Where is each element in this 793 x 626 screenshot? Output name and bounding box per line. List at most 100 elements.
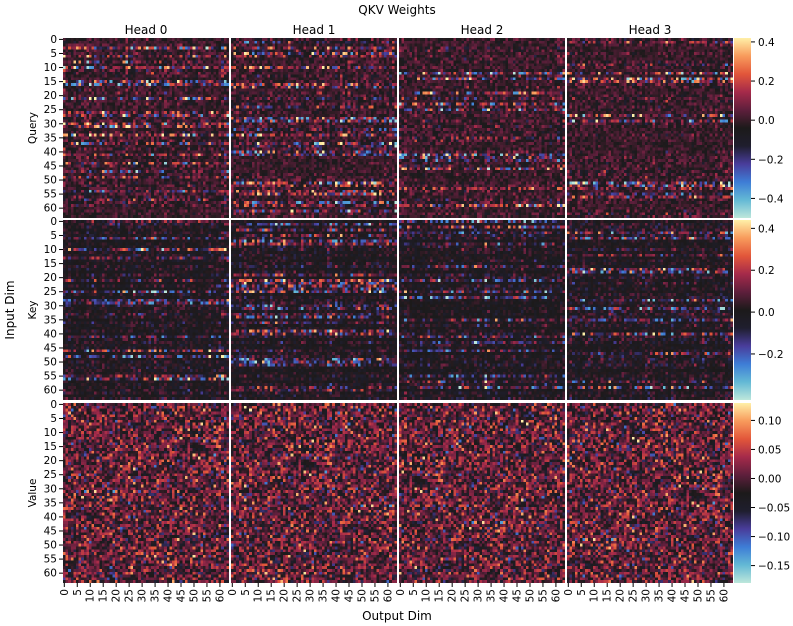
x-tick-label: 30 — [473, 589, 485, 602]
x-tick-label: 30 — [305, 589, 317, 602]
x-axis-label: Output Dim — [362, 609, 432, 623]
y-tick-label: 60 — [44, 203, 57, 215]
x-tick-label: 5 — [408, 589, 420, 596]
x-tick-label: 35 — [150, 589, 162, 602]
colorbar-tick-label: 0.05 — [758, 444, 781, 456]
row-labels: Query Key Value — [27, 112, 39, 507]
x-tick-label: 40 — [499, 589, 511, 602]
y-tick-label: 45 — [44, 160, 57, 172]
colorbar-tick-label: 0.4 — [758, 37, 775, 49]
x-tick-label: 30 — [137, 589, 149, 602]
x-tick-label: 25 — [124, 589, 136, 602]
x-tick-label: 5 — [72, 589, 84, 596]
x-tick-label: 0 — [59, 589, 71, 596]
x-tick-label: 15 — [266, 589, 278, 602]
y-tick-label: 30 — [44, 483, 57, 495]
y-tick-label: 45 — [44, 525, 57, 537]
x-tick-label: 35 — [486, 589, 498, 602]
row-label-query: Query — [27, 112, 39, 144]
colorbar-tick-label: 0.0 — [758, 307, 775, 319]
x-tick-label: 45 — [344, 589, 356, 602]
x-tick-label: 15 — [602, 589, 614, 602]
x-tick-label: 10 — [85, 589, 97, 602]
colorbar-tick-label: 0.10 — [758, 415, 781, 427]
y-tick-label: 55 — [44, 189, 57, 201]
y-tick-label: 60 — [44, 568, 57, 580]
colorbar-tick-label: −0.2 — [758, 349, 784, 361]
y-tick-label: 10 — [44, 244, 57, 256]
colorbar-tick-label: −0.2 — [758, 154, 784, 166]
y-tick-label: 0 — [50, 399, 57, 411]
colorbar-tick-label: −0.05 — [758, 503, 790, 515]
x-tick-label: 10 — [421, 589, 433, 602]
head-title-2: Head 2 — [461, 23, 504, 37]
row-label-value: Value — [27, 479, 39, 508]
x-tick-label: 15 — [434, 589, 446, 602]
heatmap-query-head-1 — [231, 38, 397, 218]
heatmap-key-head-3 — [567, 220, 733, 400]
x-tick-label: 15 — [98, 589, 110, 602]
y-tick-label: 15 — [44, 258, 57, 270]
y-tick-label: 40 — [44, 511, 57, 523]
x-tick-label: 35 — [654, 589, 666, 602]
y-tick-label: 15 — [44, 441, 57, 453]
y-tick-label: 0 — [50, 34, 57, 46]
y-tick-label: 25 — [44, 469, 57, 481]
x-tick-label: 40 — [331, 589, 343, 602]
x-tick-label: 45 — [176, 589, 188, 602]
x-tick-label: 55 — [369, 589, 381, 602]
colorbar-tick-label: −0.15 — [758, 561, 790, 573]
x-tick-label: 40 — [163, 589, 175, 602]
colorbar-tick-label: 0.0 — [758, 115, 775, 127]
x-tick-label: 50 — [356, 589, 368, 602]
heatmap-query-head-2 — [399, 38, 565, 218]
x-tick-label: 35 — [318, 589, 330, 602]
x-tick-label: 40 — [667, 589, 679, 602]
colorbar-tick-label: −0.4 — [758, 193, 784, 205]
y-tick-label: 10 — [44, 427, 57, 439]
colorbar-query — [734, 38, 751, 218]
x-tick-label: 60 — [382, 589, 394, 602]
head-title-3: Head 3 — [629, 23, 672, 37]
x-tick-label: 50 — [188, 589, 200, 602]
colorbar-tick-label: 0.2 — [758, 265, 775, 277]
x-tick-label: 50 — [524, 589, 536, 602]
x-tick-label: 55 — [705, 589, 717, 602]
head-titles: Head 0 Head 1 Head 2 Head 3 — [125, 23, 672, 37]
heatmap-value-head-3 — [567, 403, 733, 583]
y-tick-label: 15 — [44, 76, 57, 88]
row-label-key: Key — [27, 300, 39, 319]
y-tick-label: 20 — [44, 455, 57, 467]
y-tick-label: 5 — [50, 230, 57, 242]
y-tick-label: 25 — [44, 286, 57, 298]
x-tick-label: 60 — [214, 589, 226, 602]
y-tick-label: 55 — [44, 554, 57, 566]
heatmap-key-head-0 — [63, 220, 229, 400]
y-tick-label: 10 — [44, 62, 57, 74]
heatmap-value-head-2 — [399, 403, 565, 583]
figure-title: QKV Weights — [358, 3, 435, 17]
y-tick-label: 60 — [44, 385, 57, 397]
y-tick-label: 45 — [44, 342, 57, 354]
y-tick-label: 50 — [44, 540, 57, 552]
x-tick-label: 30 — [641, 589, 653, 602]
axis-ticks: 0510152025303540455055600510152025303540… — [44, 34, 731, 602]
heatmap-query-head-3 — [567, 38, 733, 218]
y-tick-label: 20 — [44, 272, 57, 284]
head-title-0: Head 0 — [125, 23, 168, 37]
x-tick-label: 60 — [550, 589, 562, 602]
x-tick-label: 5 — [576, 589, 588, 596]
heatmap-query-head-0 — [63, 38, 229, 218]
y-axis-label: Input Dim — [3, 280, 17, 339]
heatmap-value-head-0 — [63, 403, 229, 583]
y-tick-label: 0 — [50, 216, 57, 228]
x-tick-label: 10 — [589, 589, 601, 602]
x-tick-label: 50 — [692, 589, 704, 602]
y-tick-label: 50 — [44, 175, 57, 187]
y-tick-label: 55 — [44, 371, 57, 383]
y-tick-label: 5 — [50, 48, 57, 60]
y-tick-label: 35 — [44, 497, 57, 509]
heatmap-grid — [63, 38, 733, 583]
x-tick-label: 45 — [512, 589, 524, 602]
